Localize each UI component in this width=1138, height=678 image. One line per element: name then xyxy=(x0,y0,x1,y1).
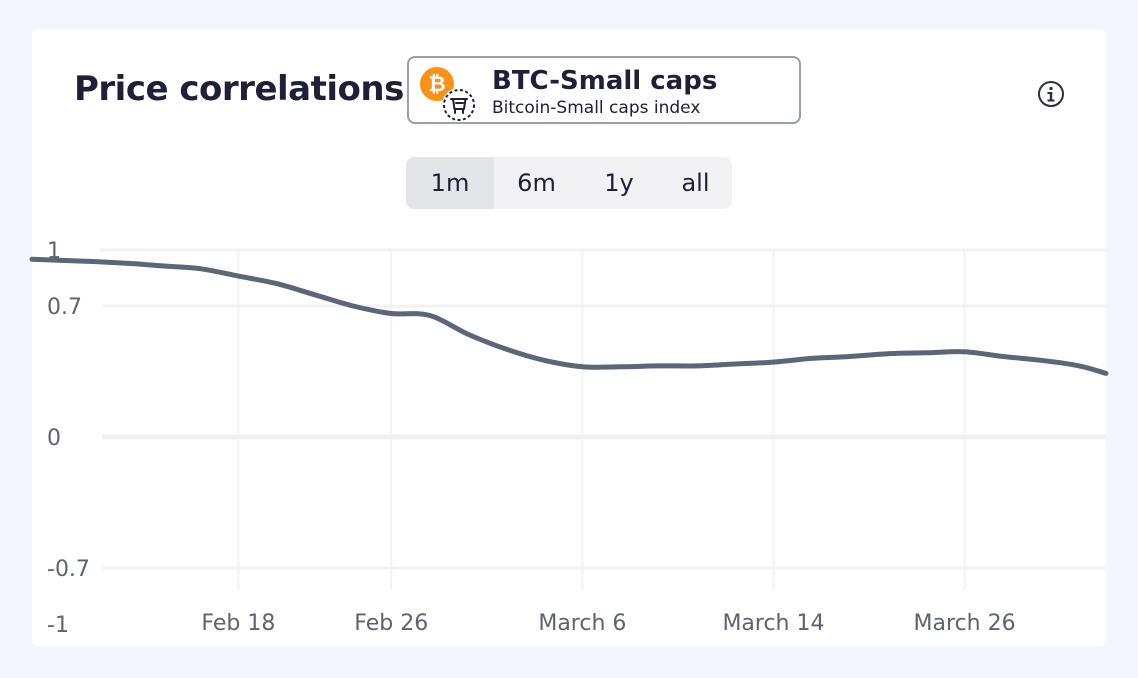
y-tick-label: -0.7 xyxy=(47,557,90,582)
widget-title: Price correlations xyxy=(74,69,404,109)
y-tick-label: 0.7 xyxy=(47,295,82,320)
x-tick-label: Feb 26 xyxy=(354,611,428,636)
x-tick-label: March 14 xyxy=(722,611,824,636)
info-icon[interactable] xyxy=(1037,80,1065,108)
x-tick-label: March 6 xyxy=(538,611,626,636)
y-tick-label: 0 xyxy=(47,426,61,451)
range-tab-all[interactable]: all xyxy=(681,169,710,197)
range-tab-1y[interactable]: 1y xyxy=(604,169,634,197)
pair-selector[interactable]: ₿ BTC-Small caps Bitcoin-Small caps inde… xyxy=(407,56,801,124)
pair-description: Bitcoin-Small caps index xyxy=(492,98,701,118)
range-tab-1m[interactable]: 1m xyxy=(406,157,494,209)
x-tick-label: March 26 xyxy=(914,611,1016,636)
series-line-0 xyxy=(29,256,1109,376)
correlation-card: Price correlations ₿ BTC-Small caps Bitc… xyxy=(32,29,1106,646)
pair-name: BTC-Small caps xyxy=(492,66,718,96)
x-tick-label: Feb 18 xyxy=(201,611,275,636)
y-tick-label: -1 xyxy=(47,613,69,638)
basket-icon xyxy=(442,88,476,122)
range-tab-6m[interactable]: 6m xyxy=(517,169,556,197)
range-tabs: 1m 6m 1y all xyxy=(406,157,732,209)
